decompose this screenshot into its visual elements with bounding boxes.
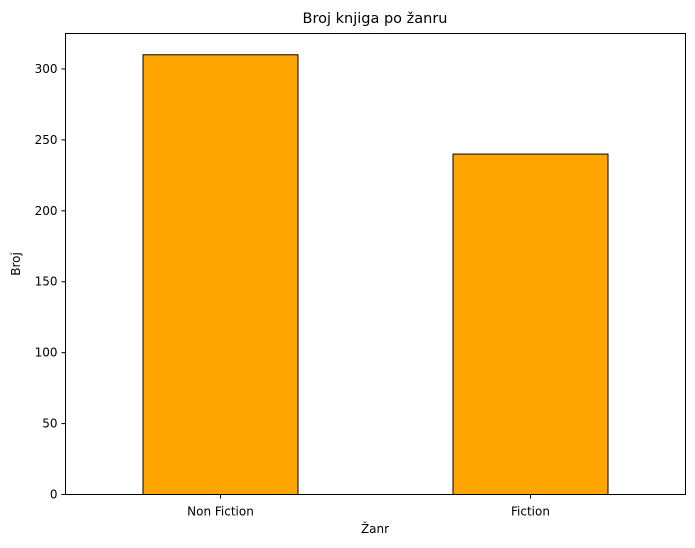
y-tick-label: 250 — [35, 133, 58, 147]
y-axis-label: Broj — [9, 252, 23, 276]
bar-fiction — [452, 153, 609, 495]
y-tick-label: 200 — [35, 204, 58, 218]
bar-non-fiction — [142, 54, 299, 496]
x-tick-label: Fiction — [511, 505, 550, 519]
chart-title: Broj knjiga po žanru — [303, 11, 448, 27]
y-tick-label: 0 — [50, 488, 58, 502]
y-axis-ticks: 0 50 100 150 200 250 300 — [35, 62, 66, 502]
x-axis-label: Žanr — [361, 521, 389, 536]
x-axis-ticks: Non Fiction Fiction — [187, 494, 550, 519]
plot-frame — [65, 33, 686, 495]
x-tick-label: Non Fiction — [187, 505, 254, 519]
y-tick-label: 100 — [35, 346, 58, 360]
bars-group — [142, 54, 609, 496]
y-tick-label: 150 — [35, 275, 58, 289]
y-tick-label: 50 — [42, 417, 57, 431]
y-tick-label: 300 — [35, 62, 58, 76]
